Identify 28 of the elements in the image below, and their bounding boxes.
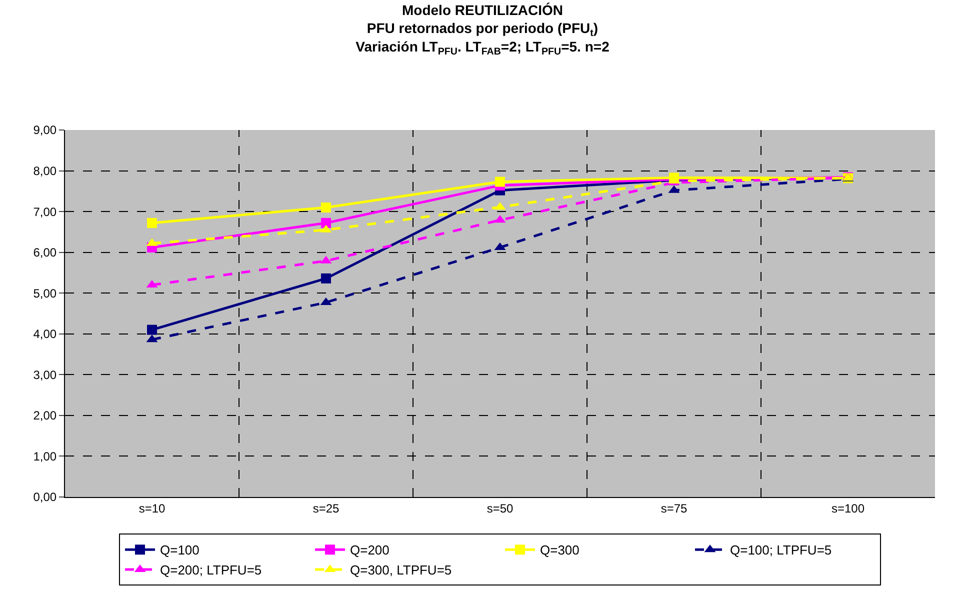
point bbox=[495, 176, 505, 187]
legend-label: Q=100; LTPFU=5 bbox=[730, 542, 832, 558]
y-tick-label: 9,00 bbox=[33, 123, 57, 138]
y-tick-label: 0,00 bbox=[33, 490, 57, 504]
point bbox=[147, 324, 157, 335]
legend-label: Q=200 bbox=[350, 542, 390, 558]
y-tick-label: 7,00 bbox=[33, 204, 57, 219]
legend-label: Q=300, LTPFU=5 bbox=[350, 562, 452, 578]
y-tick-label: 6,00 bbox=[33, 246, 57, 260]
y-tick-label: 8,00 bbox=[33, 164, 57, 178]
point bbox=[321, 218, 331, 228]
y-tick-label: 1,00 bbox=[33, 449, 57, 464]
y-tick-label: 5,00 bbox=[33, 286, 57, 300]
legend-label: Q=300 bbox=[540, 542, 580, 558]
point bbox=[147, 218, 157, 228]
x-tick-label: s=10 bbox=[138, 501, 166, 516]
point bbox=[321, 273, 331, 284]
y-tick-label: 4,00 bbox=[33, 327, 57, 342]
x-tick-label: s=75 bbox=[660, 501, 688, 516]
x-tick-label: s=25 bbox=[312, 501, 340, 516]
y-tick-label: 3,00 bbox=[33, 368, 57, 382]
x-tick-label: s=100 bbox=[831, 501, 865, 516]
chart-title: Modelo REUTILIZACIÓN PFU retornados por periodo (PFU$_{t}$) Variación LT$_{PFU}$. LT$_{FAB}$=2; LT$_{PFU}$=5. n=2 bbox=[356, 2, 610, 58]
y-tick-label: 2,00 bbox=[33, 408, 57, 423]
x-tick-label: s=50 bbox=[486, 501, 514, 516]
legend-label: Q=200; LTPFU=5 bbox=[160, 562, 262, 578]
legend-label: Q=100 bbox=[160, 542, 200, 558]
point bbox=[321, 202, 331, 212]
